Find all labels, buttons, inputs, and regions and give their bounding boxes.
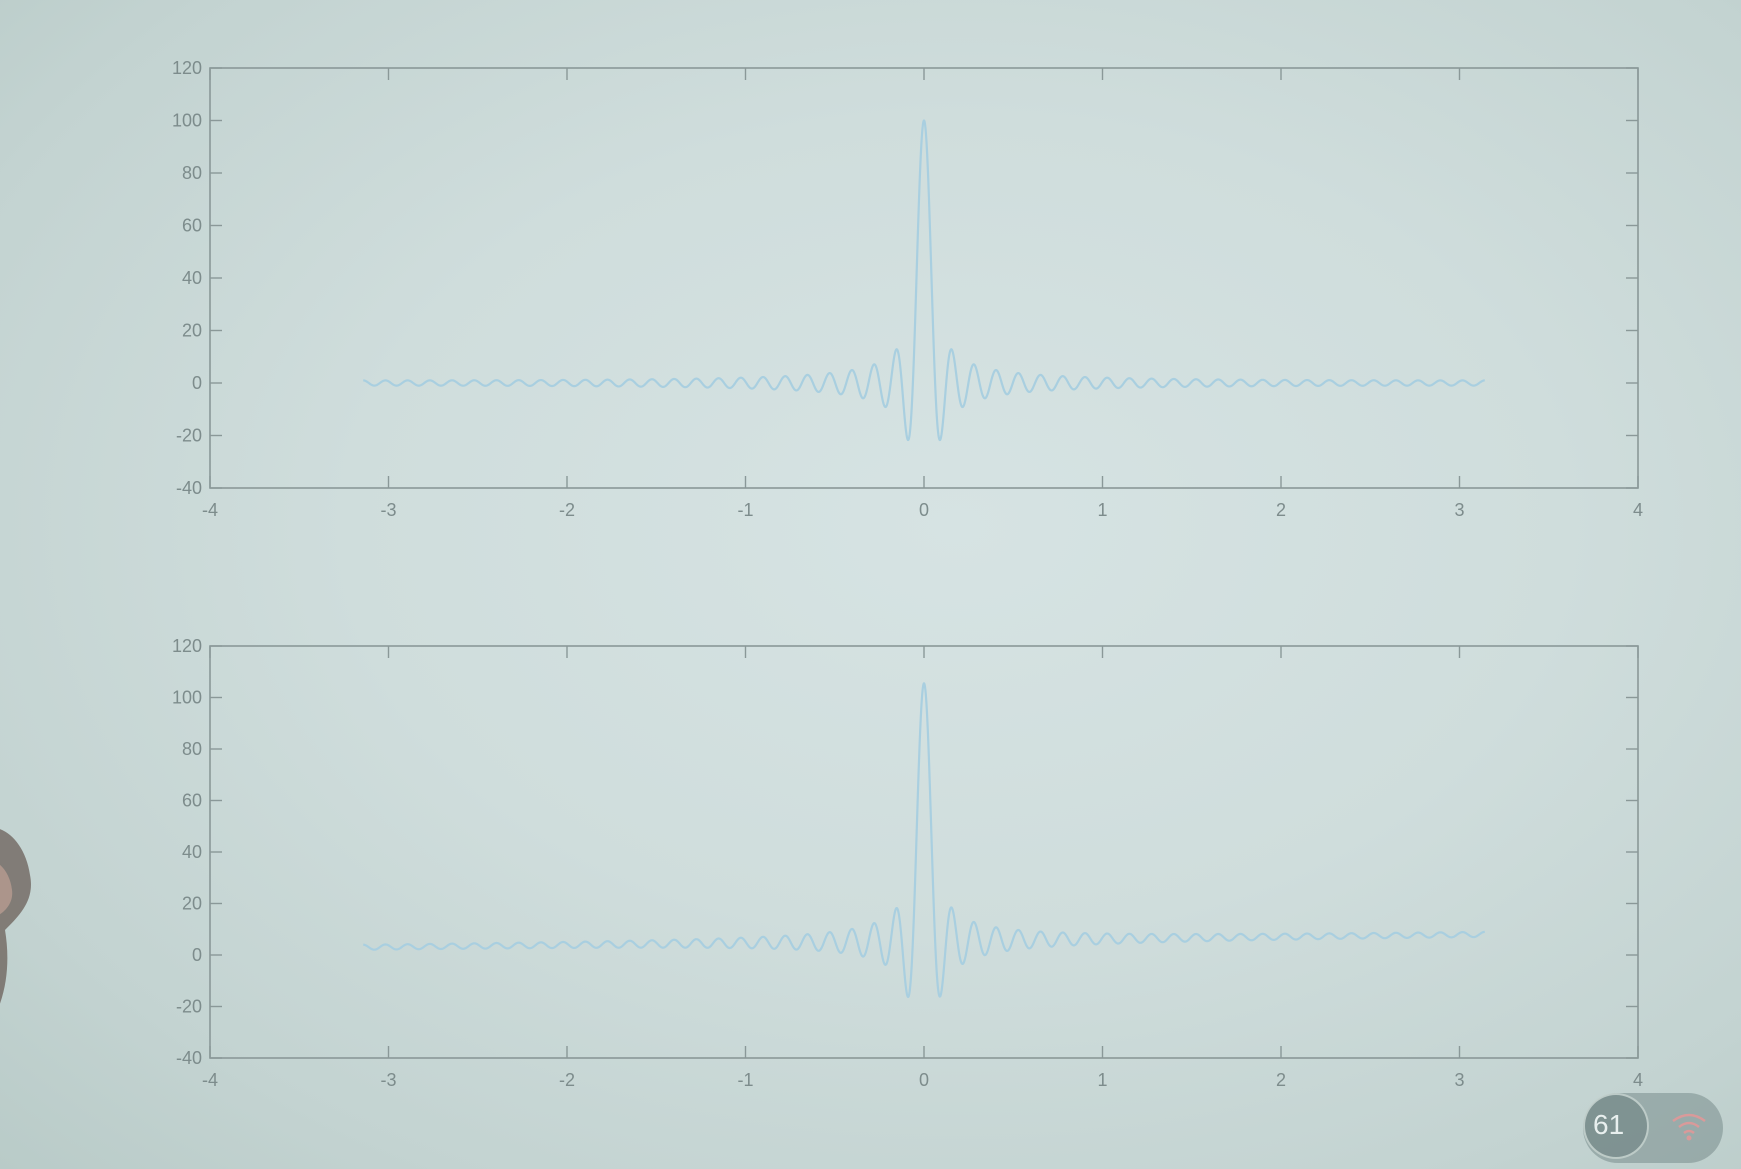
x-tick-label: 0 (919, 500, 929, 520)
series-line-1 (362, 682, 1486, 999)
series-line-1 (362, 119, 1486, 442)
x-tick-label: 1 (1097, 1070, 1107, 1090)
hand-silhouette (0, 829, 31, 1004)
x-tick-label: -4 (202, 500, 218, 520)
y-tick-label: -40 (176, 1048, 202, 1068)
y-tick-label: 80 (182, 163, 202, 183)
y-tick-label: 0 (192, 945, 202, 965)
wifi-icon (1672, 1113, 1706, 1141)
x-tick-label: -3 (380, 1070, 396, 1090)
x-tick-label: 2 (1276, 500, 1286, 520)
y-tick-label: 0 (192, 373, 202, 393)
y-tick-label: 120 (172, 58, 202, 78)
x-tick-label: -3 (380, 500, 396, 520)
y-tick-label: 40 (182, 268, 202, 288)
x-tick-label: 4 (1633, 1070, 1643, 1090)
y-tick-label: 60 (182, 216, 202, 236)
y-tick-label: 100 (172, 111, 202, 131)
battery-ring (1583, 1093, 1649, 1159)
x-tick-label: 3 (1454, 1070, 1464, 1090)
x-tick-label: 2 (1276, 1070, 1286, 1090)
chart-panel-1: -4 -3 -2 -1 0 1 2 3 4 -40 -20 0 20 40 60 80 100 120 (172, 58, 1643, 520)
x-tick-label: -2 (559, 500, 575, 520)
x-tick-label: -2 (559, 1070, 575, 1090)
y-tick-label: -20 (176, 426, 202, 446)
y-tick-label: 100 (172, 688, 202, 708)
x-tick-label: 1 (1097, 500, 1107, 520)
y-tick-label: 80 (182, 739, 202, 759)
x-tick-label: -4 (202, 1070, 218, 1090)
axes-frame (209, 645, 1639, 1059)
x-tick-label: 3 (1454, 500, 1464, 520)
network-overlay-widget: 61 (1583, 1093, 1723, 1163)
y-tick-label: 60 (182, 791, 202, 811)
x-tick-label: -1 (737, 500, 753, 520)
y-tick-label: 120 (172, 636, 202, 656)
axes-frame (209, 67, 1639, 489)
y-tick-label: 20 (182, 894, 202, 914)
y-tick-label: -40 (176, 478, 202, 498)
y-tick-label: -20 (176, 997, 202, 1017)
y-tick-label: 40 (182, 842, 202, 862)
x-tick-label: 0 (919, 1070, 929, 1090)
x-tick-label: 4 (1633, 500, 1643, 520)
y-tick-label: 20 (182, 321, 202, 341)
overlay-value: 61 (1593, 1109, 1625, 1140)
chart-panel-2: -4 -3 -2 -1 0 1 2 3 4 -40 -20 0 20 40 60 80 100 120 (172, 636, 1643, 1090)
x-tick-label: -1 (737, 1070, 753, 1090)
